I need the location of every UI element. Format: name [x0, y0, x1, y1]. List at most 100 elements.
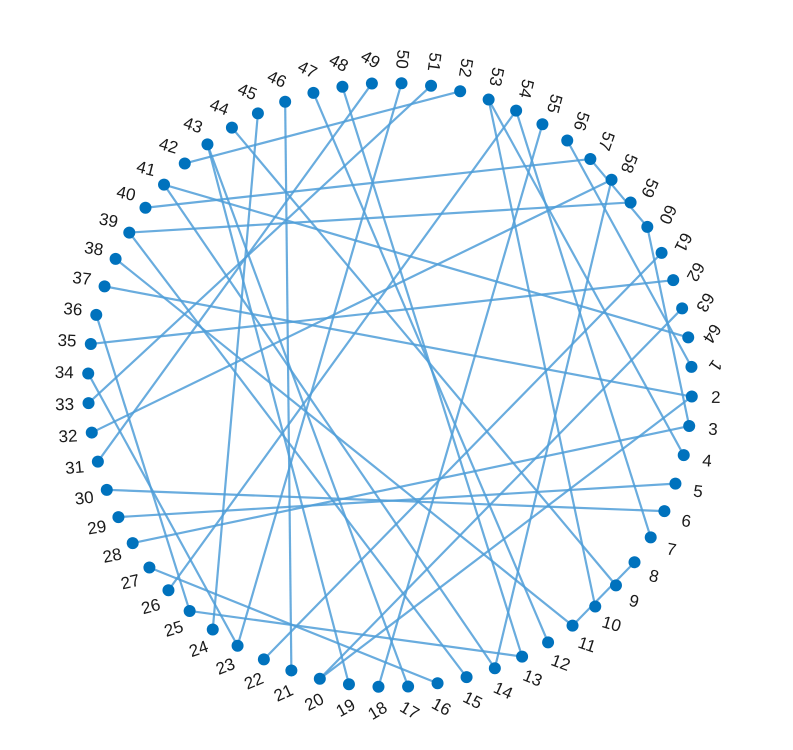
node-label-15: 15: [460, 688, 485, 713]
node-label-63: 63: [692, 289, 718, 315]
node-label-12: 12: [548, 651, 572, 675]
node-20: [313, 672, 326, 685]
node-46: [279, 95, 292, 108]
node-1: [685, 360, 698, 373]
node-37: [98, 280, 111, 293]
edges-layer: [87, 82, 693, 688]
node-label-36: 36: [63, 299, 83, 319]
node-15: [460, 671, 473, 684]
node-label-33: 33: [55, 395, 74, 414]
node-7: [644, 531, 657, 544]
node-27: [143, 561, 156, 574]
node-6: [658, 505, 671, 518]
node-26: [162, 584, 175, 597]
node-52: [454, 85, 467, 98]
node-label-16: 16: [429, 694, 455, 720]
node-label-21: 21: [271, 681, 296, 706]
node-31: [91, 455, 104, 468]
node-10: [589, 600, 602, 613]
node-49: [365, 77, 378, 90]
edge-42-52: [184, 90, 461, 165]
node-16: [431, 677, 444, 690]
edge-23-50: [236, 82, 403, 647]
node-22: [257, 653, 270, 666]
node-label-55: 55: [543, 92, 566, 115]
edge-57-60: [589, 158, 649, 228]
node-label-64: 64: [699, 320, 725, 346]
node-63: [676, 302, 689, 315]
edge-40-57: [145, 157, 591, 209]
node-label-39: 39: [98, 209, 120, 231]
node-label-24: 24: [187, 637, 211, 661]
edge-31-49: [96, 82, 373, 463]
node-label-47: 47: [295, 57, 320, 82]
node-label-11: 11: [576, 633, 599, 657]
edge-19-43: [206, 144, 351, 685]
node-28: [126, 537, 139, 550]
node-label-52: 52: [455, 57, 477, 79]
node-9: [609, 579, 622, 592]
node-14: [488, 662, 501, 675]
node-42: [178, 157, 191, 170]
node-57: [584, 153, 597, 166]
node-label-8: 8: [647, 566, 660, 587]
edge-37-2: [104, 285, 692, 398]
node-label-22: 22: [241, 669, 266, 694]
node-43: [201, 138, 214, 151]
node-label-41: 41: [135, 157, 158, 180]
node-62: [667, 274, 680, 287]
node-34: [82, 367, 95, 380]
node-32: [85, 426, 98, 439]
edge-14-58: [493, 179, 613, 669]
node-12: [542, 636, 555, 649]
edge-17-43: [206, 144, 410, 687]
edge-1-56: [566, 139, 693, 368]
node-label-49: 49: [358, 47, 384, 73]
node-label-1: 1: [705, 356, 726, 375]
edge-15-39: [128, 231, 468, 678]
node-label-17: 17: [397, 697, 423, 723]
node-label-62: 62: [683, 259, 709, 285]
node-11: [566, 619, 579, 632]
node-51: [425, 79, 438, 92]
node-label-44: 44: [207, 95, 231, 119]
node-label-23: 23: [213, 654, 237, 679]
node-54: [510, 104, 523, 117]
node-53: [482, 93, 495, 106]
edge-22-61: [263, 252, 663, 661]
node-36: [90, 308, 103, 321]
node-label-27: 27: [119, 571, 142, 594]
node-25: [183, 604, 196, 617]
node-13: [516, 650, 529, 663]
node-label-60: 60: [655, 202, 680, 227]
node-29: [112, 511, 125, 524]
node-label-10: 10: [600, 612, 624, 636]
edge-11-8: [571, 561, 636, 627]
node-40: [139, 201, 152, 214]
node-label-29: 29: [86, 517, 108, 539]
node-35: [84, 337, 97, 350]
node-47: [307, 86, 320, 99]
edge-4-53: [487, 99, 685, 456]
edge-33-51: [87, 84, 432, 404]
node-label-4: 4: [702, 451, 713, 471]
node-45: [251, 107, 264, 120]
node-label-25: 25: [162, 617, 186, 641]
node-label-56: 56: [569, 109, 593, 133]
node-label-14: 14: [491, 678, 516, 703]
edge-29-5: [118, 482, 676, 519]
edge-21-46: [284, 101, 293, 671]
node-17: [402, 680, 415, 693]
nodes-layer: [82, 77, 698, 693]
node-3: [683, 420, 696, 433]
node-23: [231, 639, 244, 652]
edge-24-45: [211, 113, 260, 630]
edge-34-23: [87, 372, 239, 647]
node-label-35: 35: [57, 331, 77, 351]
node-label-45: 45: [235, 79, 260, 104]
node-label-53: 53: [485, 66, 507, 88]
node-39: [123, 226, 136, 239]
node-48: [336, 80, 349, 93]
edge-11-38: [114, 258, 574, 627]
node-label-57: 57: [594, 129, 618, 153]
